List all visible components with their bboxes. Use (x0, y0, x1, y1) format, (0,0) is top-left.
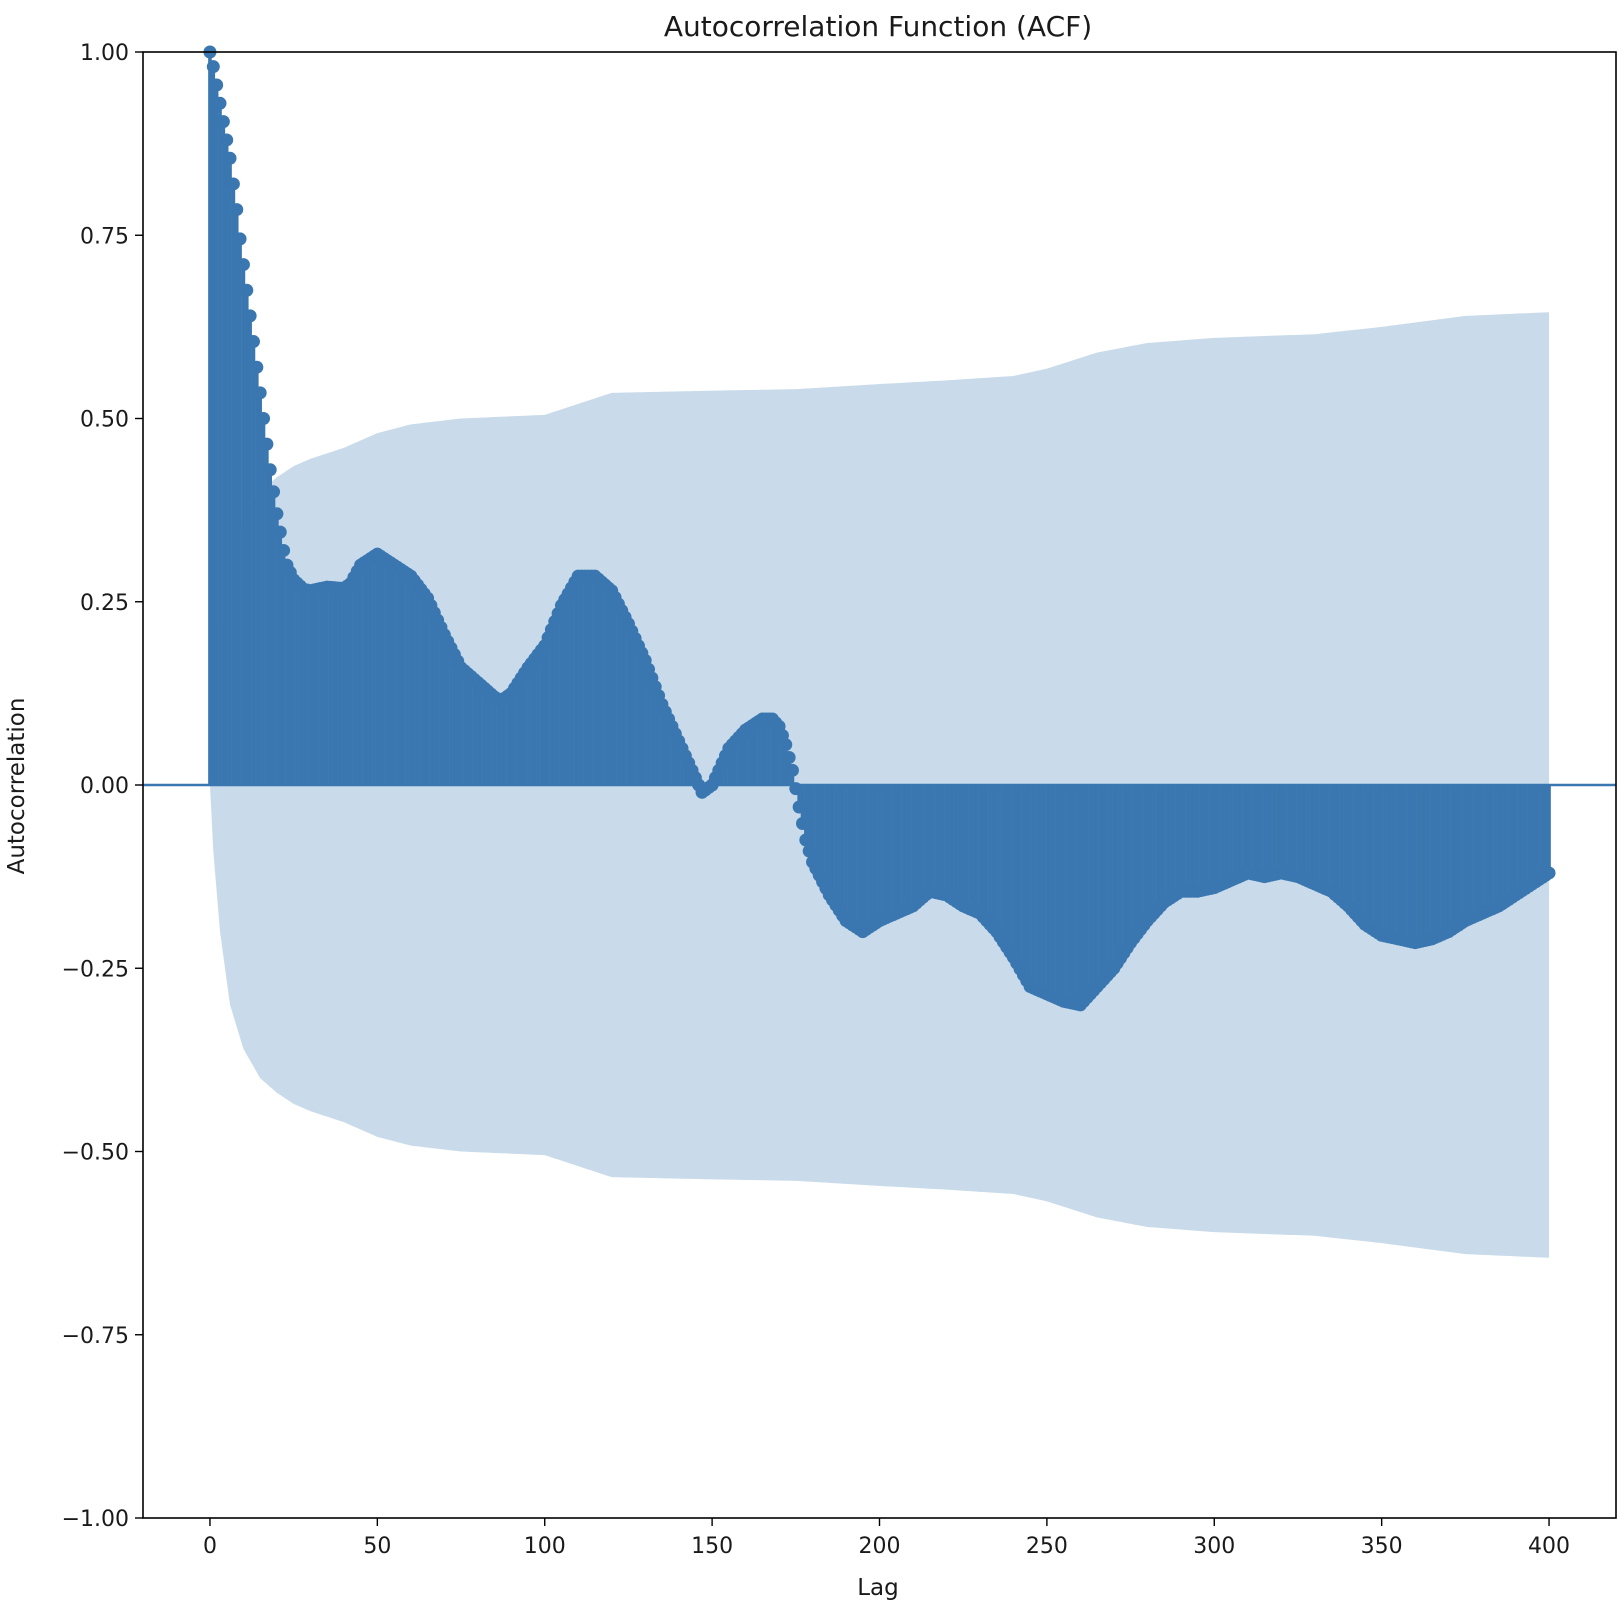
acf-point (230, 203, 244, 217)
y-tick-label: 0.25 (80, 591, 129, 616)
y-tick-label: −0.25 (62, 957, 129, 982)
acf-point (792, 800, 806, 814)
acf-point (799, 833, 813, 847)
x-tick-label: 300 (1193, 1534, 1235, 1559)
x-tick-label: 250 (1026, 1534, 1068, 1559)
acf-point (785, 763, 799, 777)
acf-point (240, 283, 254, 297)
y-tick-label: −0.50 (62, 1141, 129, 1166)
acf-point (263, 463, 277, 477)
acf-point (277, 543, 291, 557)
chart-title: Autocorrelation Function (ACF) (664, 10, 1092, 43)
x-axis-title: Lag (857, 1575, 899, 1601)
acf-point (796, 816, 809, 830)
acf-point (206, 60, 220, 74)
acf-point (782, 751, 796, 765)
acf-point (250, 360, 264, 374)
x-tick-label: 350 (1361, 1534, 1403, 1559)
acf-point (270, 507, 284, 521)
y-axis-ticks: 1.00 0.75 0.50 0.25 0.00 −0.25 −0.50 −0.75 −1.00 (62, 41, 143, 1532)
y-tick-label: −1.00 (62, 1507, 129, 1532)
acf-point (210, 78, 224, 92)
acf-point (243, 309, 257, 323)
y-tick-label: 0.50 (80, 408, 129, 433)
acf-point (257, 412, 271, 425)
x-tick-label: 50 (363, 1534, 391, 1559)
x-tick-label: 400 (1528, 1534, 1570, 1559)
acf-point (267, 485, 281, 499)
acf-point (253, 386, 267, 400)
acf-point (779, 738, 793, 752)
y-tick-label: −0.75 (62, 1324, 129, 1349)
acf-point (1542, 866, 1556, 880)
y-tick-label: 1.00 (80, 41, 129, 66)
acf-point (233, 232, 247, 246)
acf-point (236, 258, 250, 272)
y-axis-title: Autocorrelation (4, 698, 30, 875)
acf-point (260, 437, 274, 451)
x-axis-ticks: 0 50 100 150 200 250 300 350 400 (203, 1518, 1570, 1559)
acf-markers (203, 45, 1556, 1012)
acf-point (220, 133, 234, 147)
acf-point (246, 335, 260, 349)
acf-point (802, 844, 816, 858)
acf-point (223, 151, 237, 165)
acf-point (213, 96, 227, 110)
acf-point (226, 177, 240, 191)
acf-point (273, 525, 287, 539)
acf-stems (208, 52, 1551, 1005)
x-tick-label: 150 (691, 1534, 733, 1559)
y-tick-label: 0.75 (80, 224, 129, 249)
y-tick-label: 0.00 (80, 774, 129, 799)
x-tick-label: 0 (203, 1534, 217, 1559)
x-tick-label: 200 (859, 1534, 901, 1559)
plot-area (142, 45, 1617, 1519)
x-tick-label: 100 (524, 1534, 566, 1559)
acf-point (216, 115, 230, 129)
